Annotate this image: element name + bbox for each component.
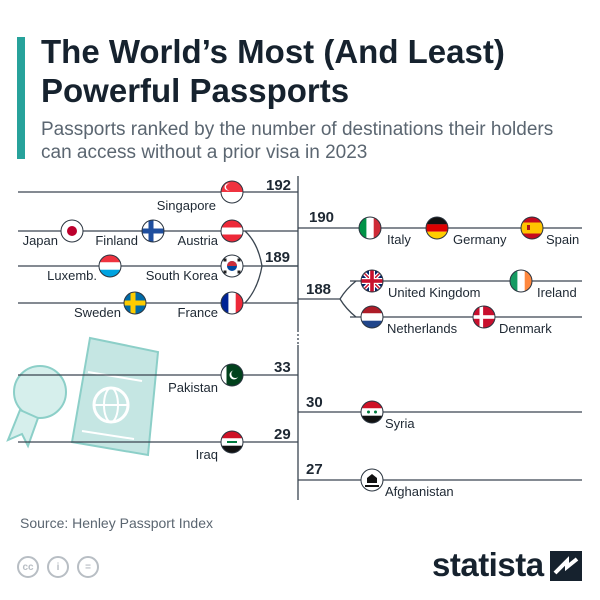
flag-netherlands	[360, 305, 384, 329]
country-label-france: France	[178, 305, 218, 320]
country-label-japan: Japan	[23, 233, 58, 248]
flag-denmark	[472, 305, 496, 329]
score-label-29: 29	[274, 426, 291, 443]
chart-subtitle: Passports ranked by the number of destin…	[41, 119, 554, 163]
flag-iraq	[220, 430, 244, 454]
no-derivatives-icon: =	[77, 556, 99, 578]
cc-icon: cc	[17, 556, 39, 578]
flag-germany	[425, 216, 449, 240]
title-accent-bar	[17, 37, 25, 159]
license-icons: cc i =	[17, 556, 99, 578]
country-label-south-korea: South Korea	[146, 268, 219, 283]
flag-sweden	[123, 291, 147, 315]
source-note: Source: Henley Passport Index	[20, 515, 213, 531]
statista-logo: statista	[432, 546, 544, 583]
attribution-icon: i	[47, 556, 69, 578]
flag-pakistan	[220, 363, 244, 387]
flag-ireland	[509, 269, 533, 293]
flag-france	[220, 291, 244, 315]
country-label-austria: Austria	[178, 233, 219, 248]
statista-logo-mark	[550, 551, 582, 581]
flag-japan	[60, 219, 84, 243]
score-label-30: 30	[306, 394, 323, 411]
score-label-189: 189	[265, 249, 290, 266]
bracket-188	[298, 280, 357, 318]
country-label-syria: Syria	[385, 416, 415, 431]
flag-syria	[360, 400, 384, 424]
score-label-188: 188	[306, 281, 331, 298]
seal-badge-icon	[13, 365, 67, 419]
flag-finland	[141, 219, 165, 243]
country-label-afghanistan: Afghanistan	[385, 484, 454, 499]
country-label-netherlands: Netherlands	[387, 321, 458, 336]
country-label-sweden: Sweden	[74, 305, 121, 320]
bracket-189	[244, 230, 298, 304]
country-label-denmark: Denmark	[499, 321, 552, 336]
country-label-ireland: Ireland	[537, 285, 577, 300]
passport-book-icon	[70, 336, 160, 457]
score-label-190: 190	[309, 209, 334, 226]
country-label-finland: Finland	[95, 233, 138, 248]
passport-illustration	[6, 336, 160, 457]
flag-italy	[358, 216, 382, 240]
score-label-192: 192	[266, 177, 291, 194]
chart-title: The World’s Most (And Least) Powerful Pa…	[41, 33, 505, 109]
flag-united-kingdom	[360, 269, 384, 293]
country-label-iraq: Iraq	[196, 447, 218, 462]
country-label-germany: Germany	[453, 232, 507, 247]
country-label-italy: Italy	[387, 232, 411, 247]
flag-south-korea	[220, 254, 244, 278]
country-label-singapore: Singapore	[157, 198, 216, 213]
country-label-pakistan: Pakistan	[168, 380, 218, 395]
flag-austria	[220, 219, 244, 243]
score-label-27: 27	[306, 461, 323, 478]
flag-singapore	[220, 180, 244, 204]
flag-spain	[520, 216, 544, 240]
country-label-luxemb: Luxemb.	[47, 268, 97, 283]
score-label-33: 33	[274, 359, 291, 376]
flag-afghanistan	[360, 468, 384, 492]
country-label-united-kingdom: United Kingdom	[388, 285, 481, 300]
country-label-spain: Spain	[546, 232, 579, 247]
flag-luxemb	[98, 254, 122, 278]
